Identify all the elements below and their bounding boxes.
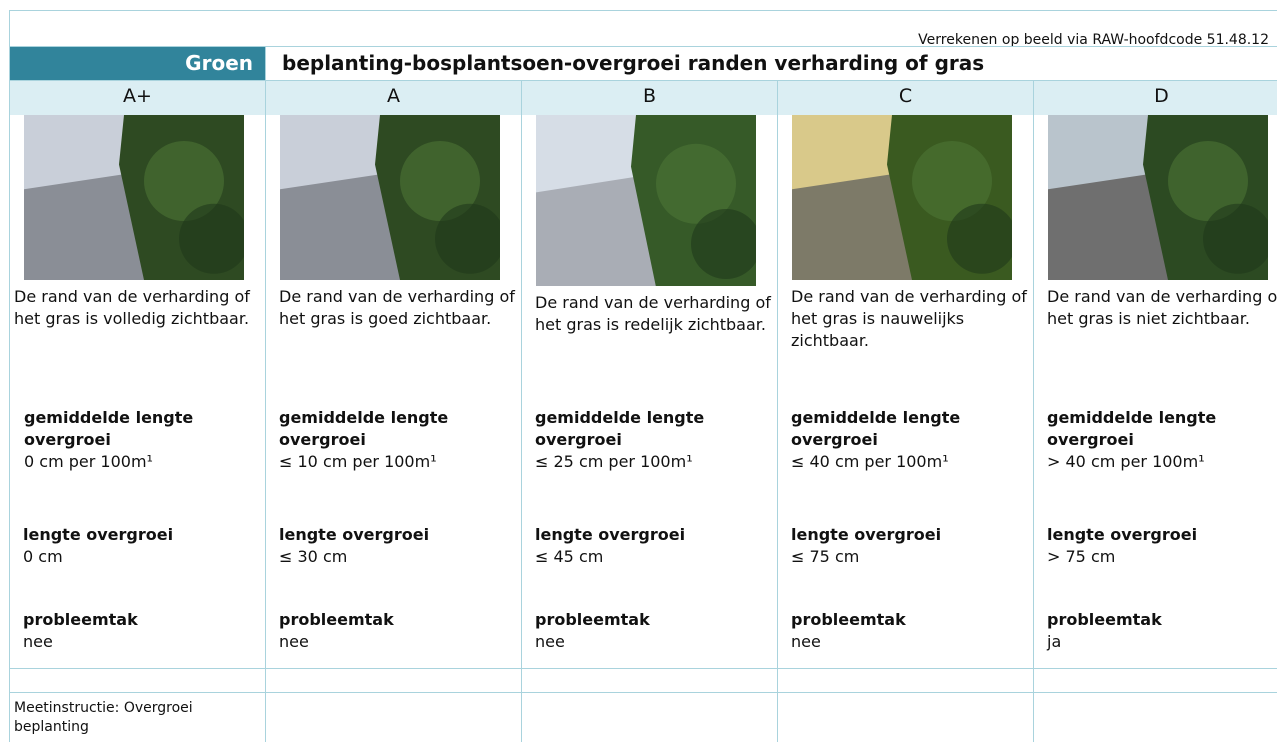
problem-label: probleemtak <box>791 609 1027 631</box>
problem-label: probleemtak <box>279 609 515 631</box>
average-label: gemiddelde lengte overgroei <box>791 407 1027 451</box>
description-cell: De rand van de verharding of het gras is… <box>777 286 1033 383</box>
description: De rand van de verharding of het gras is… <box>1047 286 1277 330</box>
description: De rand van de verharding of het gras is… <box>535 292 771 336</box>
problem-value: nee <box>279 631 515 653</box>
length-value: ≤ 75 cm <box>791 546 1027 568</box>
length-cell: lengte overgroei> 75 cm <box>1033 498 1277 583</box>
average-cell: gemiddelde lengte overgroei≤ 25 cm per 1… <box>521 383 777 498</box>
problem-label: probleemtak <box>1047 609 1277 631</box>
footer-cell <box>1033 692 1277 742</box>
footer-cell <box>777 692 1033 742</box>
average-value: ≤ 25 cm per 100m¹ <box>535 451 771 473</box>
length-label: lengte overgroei <box>1047 524 1277 546</box>
length-value: ≤ 45 cm <box>535 546 771 568</box>
grade: A+ <box>9 80 265 115</box>
photo-cell <box>1033 115 1277 286</box>
empty-cell <box>1033 668 1277 692</box>
title: beplanting-bosplantsoen-overgroei randen… <box>265 46 1277 80</box>
photo-cell <box>9 115 265 286</box>
category: Groen <box>9 46 265 80</box>
photo <box>280 115 500 280</box>
empty-cell <box>9 668 265 692</box>
length-cell: lengte overgroei≤ 75 cm <box>777 498 1033 583</box>
footer-cell <box>265 692 521 742</box>
description-cell: De rand van de verharding of het gras is… <box>9 286 265 383</box>
length-label: lengte overgroei <box>791 524 1027 546</box>
average-value: 0 cm per 100m¹ <box>24 451 259 473</box>
description: De rand van de verharding of het gras is… <box>279 286 515 330</box>
photo <box>24 115 244 280</box>
empty-cell <box>265 668 521 692</box>
grade: B <box>521 80 777 115</box>
length-label: lengte overgroei <box>23 524 259 546</box>
description: De rand van de verharding of het gras is… <box>791 286 1027 352</box>
problem-label: probleemtak <box>535 609 771 631</box>
footer-cell: Meetinstructie: Overgroei beplanting <box>9 692 265 742</box>
photo-cell <box>265 115 521 286</box>
description-cell: De rand van de verharding of het gras is… <box>265 286 521 383</box>
problem-value: ja <box>1047 631 1277 653</box>
length-value: > 75 cm <box>1047 546 1277 568</box>
average-label: gemiddelde lengte overgroei <box>535 407 771 451</box>
photo-cell <box>521 115 777 286</box>
average-label: gemiddelde lengte overgroei <box>24 407 259 451</box>
average-value: > 40 cm per 100m¹ <box>1047 451 1277 473</box>
footer-cell <box>521 692 777 742</box>
photo <box>536 115 756 286</box>
empty-cell <box>521 668 777 692</box>
grade: D <box>1033 80 1277 115</box>
problem-value: nee <box>535 631 771 653</box>
average-cell: gemiddelde lengte overgroei≤ 40 cm per 1… <box>777 383 1033 498</box>
photo <box>1048 115 1268 280</box>
average-cell: gemiddelde lengte overgroei> 40 cm per 1… <box>1033 383 1277 498</box>
length-cell: lengte overgroei≤ 30 cm <box>265 498 521 583</box>
average-label: gemiddelde lengte overgroei <box>279 407 515 451</box>
page: Verrekenen op beeld via RAW-hoofdcode 51… <box>0 0 1277 742</box>
problem-value: nee <box>23 631 259 653</box>
note-row: Verrekenen op beeld via RAW-hoofdcode 51… <box>9 10 1277 46</box>
length-label: lengte overgroei <box>279 524 515 546</box>
photo <box>792 115 1012 280</box>
length-value: ≤ 30 cm <box>279 546 515 568</box>
problem-value: nee <box>791 631 1027 653</box>
length-label: lengte overgroei <box>535 524 771 546</box>
description: De rand van de verharding of het gras is… <box>14 286 259 330</box>
problem-label: probleemtak <box>23 609 259 631</box>
average-label: gemiddelde lengte overgroei <box>1047 407 1277 451</box>
grade: A <box>265 80 521 115</box>
description-cell: De rand van de verharding of het gras is… <box>1033 286 1277 383</box>
note: Verrekenen op beeld via RAW-hoofdcode 51… <box>918 29 1269 46</box>
length-cell: lengte overgroei≤ 45 cm <box>521 498 777 583</box>
empty-cell <box>777 668 1033 692</box>
average-value: ≤ 40 cm per 100m¹ <box>791 451 1027 473</box>
description-cell: De rand van de verharding of het gras is… <box>521 286 777 383</box>
grade: C <box>777 80 1033 115</box>
length-value: 0 cm <box>23 546 259 568</box>
average-cell: gemiddelde lengte overgroei≤ 10 cm per 1… <box>265 383 521 498</box>
footer: Meetinstructie: Overgroei beplanting <box>14 699 259 737</box>
average-value: ≤ 10 cm per 100m¹ <box>279 451 515 473</box>
photo-cell <box>777 115 1033 286</box>
